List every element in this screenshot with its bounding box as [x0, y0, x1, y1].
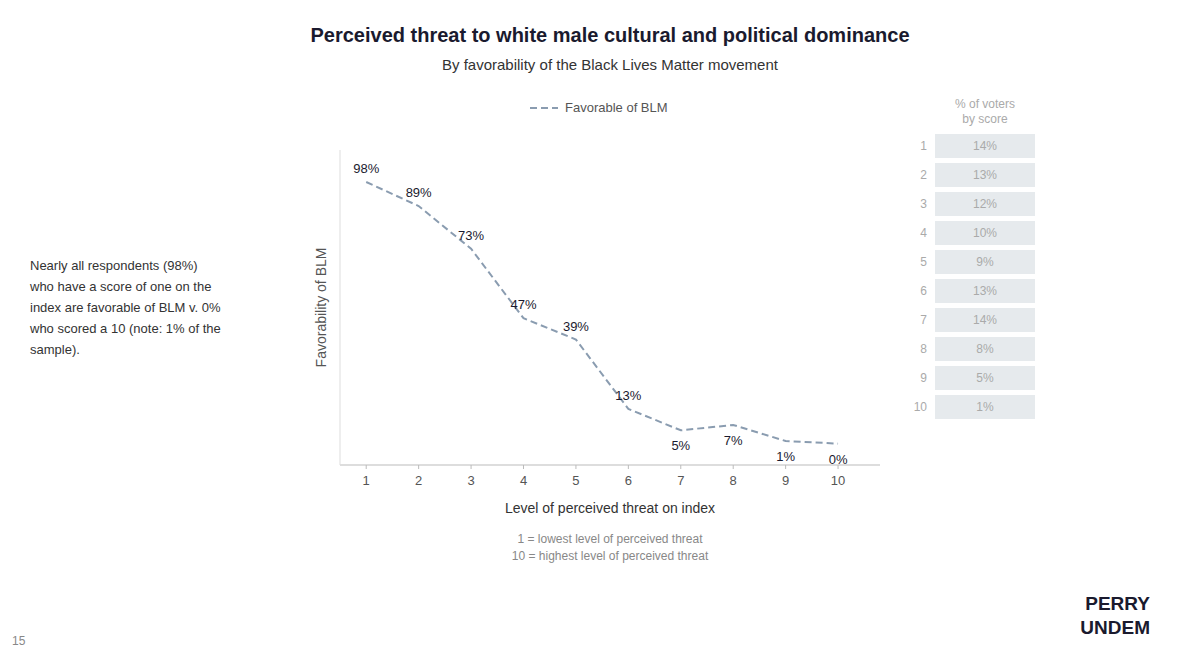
x-tick-label: 4 [520, 473, 527, 488]
data-label: 39% [563, 319, 589, 334]
table-cell [935, 163, 1035, 187]
data-label: 5% [671, 438, 690, 453]
table-header: % of votersby score [955, 97, 1015, 126]
x-tick-label: 8 [730, 473, 737, 488]
table-score: 8 [920, 342, 927, 356]
x-tick [366, 465, 367, 469]
branding: UNDEM [1080, 617, 1150, 638]
data-label: 1% [776, 449, 795, 464]
x-tick [628, 465, 629, 469]
x-tick [523, 465, 524, 469]
legend-label: Favorable of BLM [565, 100, 668, 115]
table-value: 12% [973, 197, 997, 211]
footnote: 1 = lowest level of perceived threat [517, 532, 703, 546]
table-score: 7 [920, 313, 927, 327]
table-score: 2 [920, 168, 927, 182]
x-tick-label: 9 [782, 473, 789, 488]
table-value: 13% [973, 168, 997, 182]
text-line: Nearly all respondents (98%) [30, 258, 198, 273]
x-tick-label: 7 [677, 473, 684, 488]
table-cell [935, 192, 1035, 216]
data-label: 73% [458, 228, 484, 243]
x-tick [733, 465, 734, 469]
table-cell [935, 366, 1035, 390]
x-tick [785, 465, 786, 469]
table-value: 14% [973, 139, 997, 153]
y-axis-line [340, 150, 341, 465]
x-axis-line [340, 465, 880, 466]
data-label: 89% [406, 185, 432, 200]
table-cell [935, 279, 1035, 303]
slide-number: 15 [12, 634, 26, 648]
x-axis-label: Level of perceived threat on index [505, 500, 715, 516]
table-value: 9% [976, 255, 994, 269]
data-label: 0% [829, 452, 848, 467]
x-tick-label: 5 [572, 473, 579, 488]
data-label: 13% [615, 388, 641, 403]
x-tick [680, 465, 681, 469]
table-value: 1% [976, 400, 994, 414]
table-cell [935, 395, 1035, 419]
plot-area [366, 182, 838, 444]
table-score: 5 [920, 255, 927, 269]
table-value: 13% [973, 284, 997, 298]
text-line: who have a score of one on the [29, 279, 211, 294]
x-tick [575, 465, 576, 469]
table-value: 10% [973, 226, 997, 240]
x-tick-label: 2 [415, 473, 422, 488]
x-tick-label: 6 [625, 473, 632, 488]
table-value: 14% [973, 313, 997, 327]
title: Perceived threat to white male cultural … [310, 24, 909, 46]
text-line: sample). [30, 342, 80, 357]
table-cell [935, 308, 1035, 332]
table-cell [935, 337, 1035, 361]
footnote: 10 = highest level of perceived threat [512, 549, 709, 563]
y-axis-label: Favorability of BLM [313, 248, 329, 368]
data-label: 98% [353, 161, 379, 176]
table-cell [935, 134, 1035, 158]
data-label: 7% [724, 433, 743, 448]
legend: Favorable of BLM [530, 100, 668, 115]
table-value: 8% [976, 342, 994, 356]
table-cell [935, 221, 1035, 245]
table-cell [935, 250, 1035, 274]
text-line: by score [962, 112, 1008, 126]
table-score: 1 [920, 139, 927, 153]
table-score: 9 [920, 371, 927, 385]
annotation: Nearly all respondents (98%) who have a s… [29, 258, 221, 357]
text-line: who scored a 10 (note: 1% of the [29, 321, 221, 336]
table-score: 10 [914, 400, 928, 414]
x-tick [471, 465, 472, 469]
background [0, 0, 1200, 661]
branding: PERRY [1085, 593, 1150, 614]
x-tick-label: 3 [467, 473, 474, 488]
chart: Perceived threat to white male cultural … [0, 0, 1200, 661]
x-tick-label: 10 [831, 473, 845, 488]
table-value: 5% [976, 371, 994, 385]
table-score: 4 [920, 226, 927, 240]
legend-swatch [530, 107, 558, 109]
line [366, 182, 838, 444]
text-line: index are favorable of BLM v. 0% [30, 300, 221, 315]
text-line: % of voters [955, 97, 1015, 111]
x-tick-label: 1 [363, 473, 370, 488]
subtitle: By favorability of the Black Lives Matte… [442, 56, 779, 73]
table-score: 3 [920, 197, 927, 211]
table-score: 6 [920, 284, 927, 298]
data-label: 47% [510, 297, 536, 312]
x-tick [418, 465, 419, 469]
